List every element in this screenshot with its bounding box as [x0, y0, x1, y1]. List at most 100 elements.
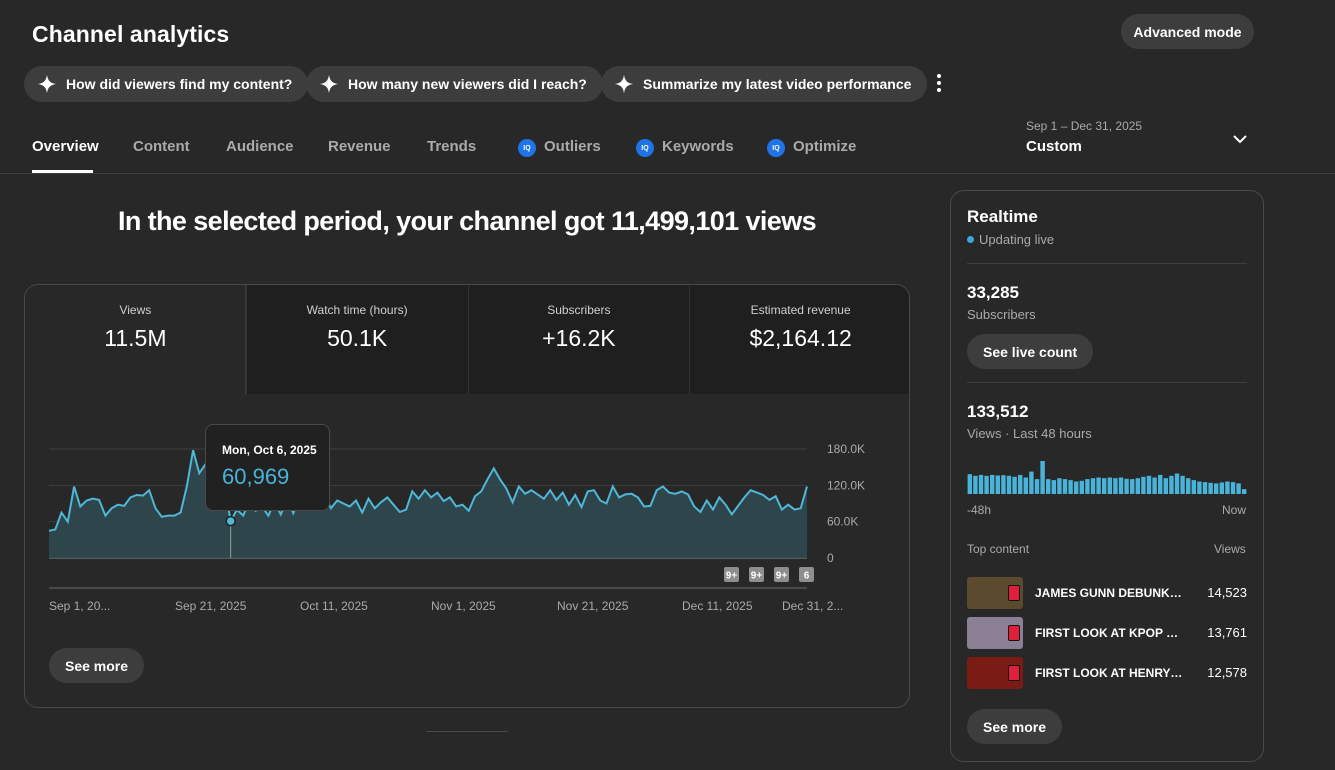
chevron-down-icon[interactable] [1230, 129, 1250, 149]
tab-audience[interactable]: Audience [226, 138, 328, 174]
top-content-heading: Top content [967, 542, 1030, 556]
tab-optimize[interactable]: IQ Optimize [767, 138, 867, 174]
realtime-bar [1180, 475, 1185, 494]
upload-marker-label: 9+ [751, 571, 763, 582]
top-content-row[interactable]: FIRST LOOK AT KPOP DEMON... 13,761 [967, 616, 1247, 649]
upload-marker [774, 567, 789, 582]
metric-tab-watch-time[interactable]: Watch time (hours) 50.1K [245, 285, 468, 394]
metric-value: 11.5M [104, 325, 167, 351]
overview-card: Views 11.5M Watch time (hours) 50.1K Sub… [24, 284, 910, 708]
realtime-bar [1062, 479, 1068, 494]
top-content-row[interactable]: JAMES GUNN DEBUNKS... 14,523 [967, 576, 1247, 609]
realtime-status-text: Updating live [979, 232, 1055, 247]
video-views: 13,761 [1207, 625, 1247, 640]
ask-chip-summarize[interactable]: Summarize my latest video performance [601, 66, 928, 102]
realtime-bar [1090, 478, 1096, 494]
top-content-row[interactable]: FIRST LOOK AT HENRY CAVILL... 12,578 [967, 656, 1247, 689]
tab-label: Outliers [544, 138, 601, 155]
tab-label: Revenue [328, 138, 391, 155]
realtime-axis-end: Now [1222, 503, 1247, 517]
video-title: FIRST LOOK AT HENRY CAVILL... [1035, 665, 1185, 680]
date-range-text[interactable]: Sep 1 – Dec 31, 2025 [1026, 119, 1143, 133]
realtime-subscribers-label: Subscribers [967, 307, 1036, 322]
sparkle-icon [36, 73, 58, 95]
realtime-bar [1141, 476, 1146, 494]
realtime-bar [1107, 477, 1112, 494]
chip-label: How many new viewers did I reach? [348, 76, 587, 92]
realtime-bar [1118, 477, 1124, 494]
hover-point [225, 515, 236, 527]
realtime-see-more-button[interactable]: See more [967, 709, 1063, 744]
realtime-bar [1085, 479, 1090, 494]
realtime-bar [1225, 481, 1230, 494]
scroll-indicator [426, 731, 508, 732]
x-tick-label: Nov 21, 2025 [557, 599, 629, 613]
tab-label: Keywords [662, 138, 734, 155]
ask-chip-find-content[interactable]: How did viewers find my content? [24, 66, 309, 102]
upload-marker-label: 9+ [726, 571, 738, 582]
metric-tab-views[interactable]: Views 11.5M [25, 285, 246, 394]
video-thumbnail [967, 616, 1023, 649]
advanced-mode-button[interactable]: Advanced mode [1121, 14, 1254, 49]
metric-tab-revenue[interactable]: Estimated revenue $2,164.12 [689, 285, 909, 394]
tab-outliers[interactable]: IQ Outliers [518, 138, 636, 174]
chip-label: How did viewers find my content? [66, 76, 293, 92]
realtime-views-bar-chart[interactable] [967, 460, 1247, 494]
see-live-count-button[interactable]: See live count [967, 334, 1094, 369]
more-options-icon[interactable] [930, 71, 948, 95]
realtime-bar [1051, 480, 1056, 494]
realtime-bar [1174, 473, 1180, 494]
realtime-bar [990, 474, 995, 494]
realtime-views-label: Views · Last 48 hours [967, 426, 1092, 441]
badge-icon [1008, 584, 1020, 601]
realtime-bar [1208, 482, 1213, 494]
tab-overview[interactable]: Overview [32, 138, 133, 174]
realtime-bar [1046, 479, 1051, 494]
realtime-bar [1236, 483, 1241, 494]
realtime-subscribers-value: 33,285 [967, 283, 1019, 302]
y-tick-label: 180.0K [827, 442, 865, 456]
metric-label: Watch time (hours) [306, 303, 408, 317]
chip-label: Summarize my latest video performance [643, 76, 912, 92]
realtime-bar [984, 475, 989, 494]
x-tick-label: Dec 11, 2025 [682, 599, 753, 613]
views-chart[interactable]: 0 60.0K 120.0K 180.0K Sep 1, 20... Sep 21, 2… [25, 394, 910, 624]
badge-icon [1008, 664, 1020, 681]
realtime-bar [1158, 474, 1163, 494]
realtime-bar [1113, 478, 1118, 494]
views-series-line [48, 449, 808, 532]
tab-keywords[interactable]: IQ Keywords [636, 138, 767, 174]
tooltip-date: Mon, Oct 6, 2025 [222, 443, 317, 457]
ask-chip-new-viewers[interactable]: How many new viewers did I reach? [306, 66, 603, 102]
metric-separator [245, 285, 246, 394]
upload-marker-label: 6 [804, 571, 810, 582]
realtime-bar [1152, 477, 1157, 494]
realtime-bar [1230, 482, 1236, 494]
iq-badge-icon: IQ [636, 139, 654, 157]
tab-label: Audience [226, 138, 294, 155]
video-views: 12,578 [1207, 665, 1247, 680]
metric-value: +16.2K [542, 325, 616, 351]
x-tick-label: Dec 31, 2... [782, 599, 843, 613]
realtime-bar [1096, 477, 1101, 494]
date-range-preset[interactable]: Custom [1026, 138, 1082, 155]
views-series-area [49, 450, 807, 558]
iq-badge-icon: IQ [767, 139, 785, 157]
video-title: JAMES GUNN DEBUNKS... [1035, 585, 1185, 600]
metric-label: Subscribers [547, 303, 611, 317]
tab-revenue[interactable]: Revenue [328, 138, 427, 174]
tab-content[interactable]: Content [133, 138, 226, 174]
upload-marker [799, 567, 814, 582]
see-more-button[interactable]: See more [49, 648, 145, 683]
period-summary-headline: In the selected period, your channel got… [117, 206, 817, 236]
y-tick-label: 60.0K [827, 515, 858, 529]
header-divider [0, 173, 1335, 174]
tab-label: Trends [427, 138, 477, 155]
realtime-bar [1068, 480, 1073, 494]
metric-tab-subscribers[interactable]: Subscribers +16.2K [467, 285, 690, 394]
metric-tabs: Views 11.5M Watch time (hours) 50.1K Sub… [25, 285, 909, 394]
tab-trends[interactable]: Trends [427, 138, 518, 174]
video-thumbnail [967, 656, 1023, 689]
tab-bar: Overview Content Audience Revenue Trends… [32, 138, 867, 174]
upload-marker [749, 567, 764, 582]
